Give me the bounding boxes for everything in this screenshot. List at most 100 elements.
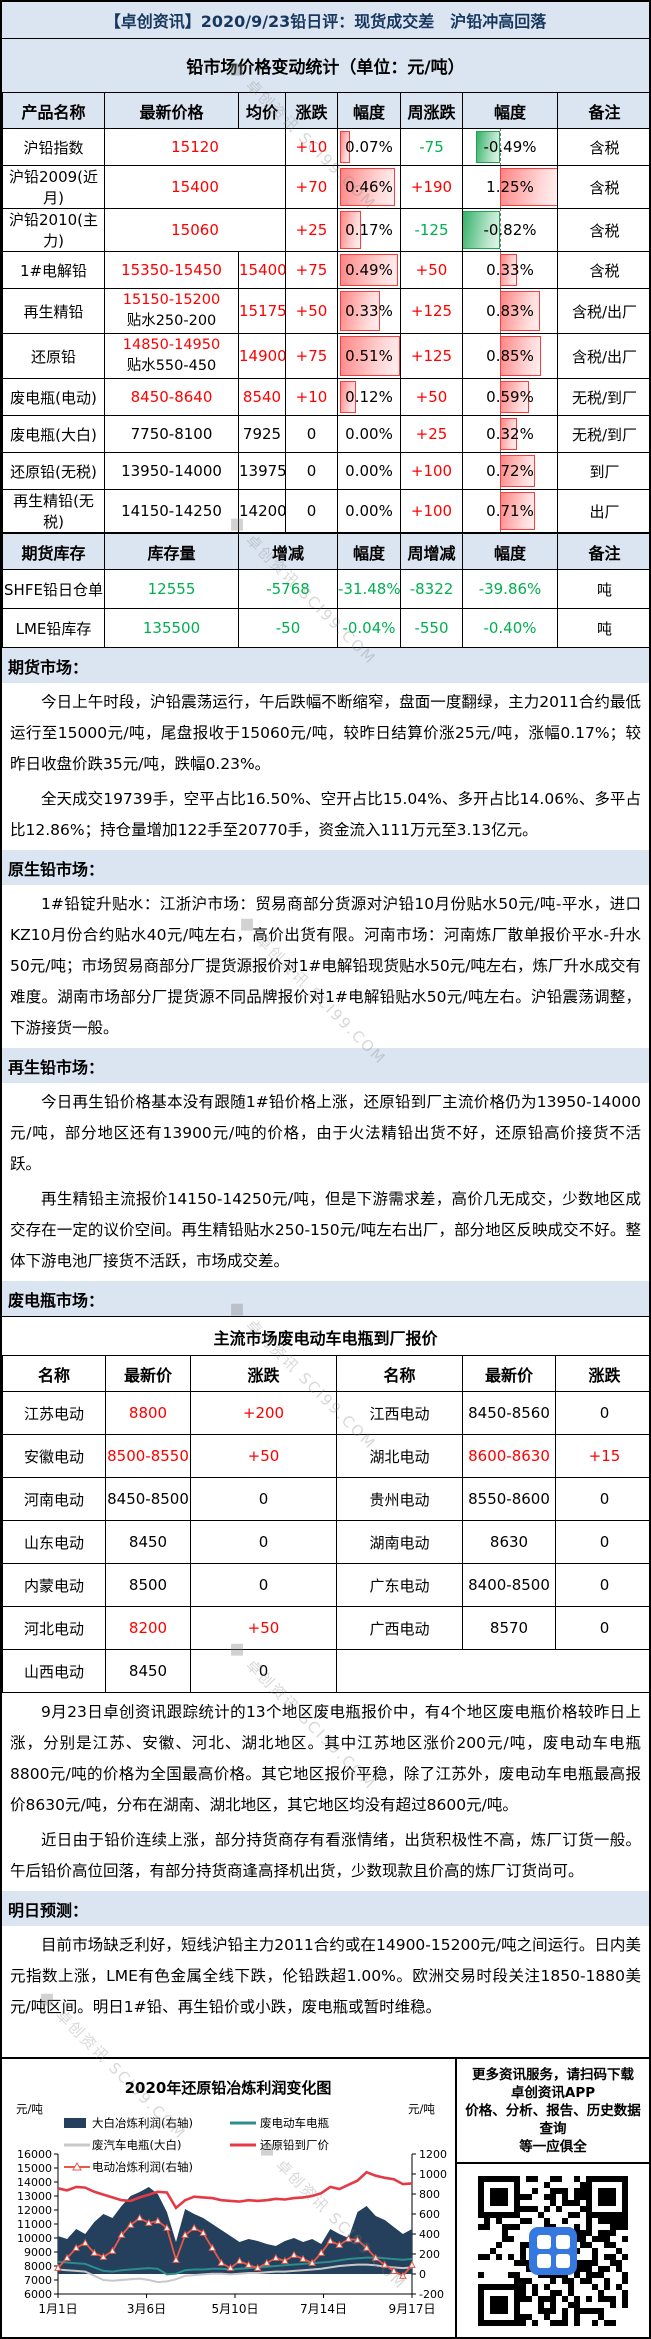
svg-text:废汽车电瓶(大白): 废汽车电瓶(大白) xyxy=(92,2138,181,2152)
battery-table-title: 主流市场废电动车电瓶到厂报价 xyxy=(2,1316,649,1355)
week-change-cell: -125 xyxy=(401,209,463,252)
battery-paragraph-2: 近日由于铅价连续上涨，部分持货商存有看涨情绪，出货积极性不高，炼厂订货一般。午后… xyxy=(2,1825,649,1887)
change-cell: 0 xyxy=(286,453,338,490)
svg-text:元/吨: 元/吨 xyxy=(408,2102,435,2116)
battery-cell: 8550-8600 xyxy=(463,1478,556,1521)
battery-cell: 0 xyxy=(556,1607,651,1650)
svg-text:600: 600 xyxy=(419,2208,440,2221)
week-change-cell: +50 xyxy=(401,379,463,416)
unit-cell: 吨 xyxy=(558,609,651,648)
battery-cell: 山东电动 xyxy=(3,1521,106,1564)
week-change-cell: +190 xyxy=(401,166,463,209)
recycled-paragraph-1: 今日再生铅价格基本没有跟随1#铅价格上涨，还原铅到厂主流价格仍为13950-14… xyxy=(2,1087,649,1180)
column-header: 期货库存 xyxy=(3,534,105,570)
battery-cell: 8400-8500 xyxy=(463,1564,556,1607)
change-pct-cell: 0.00% xyxy=(338,490,401,533)
week-change-cell: +125 xyxy=(401,334,463,379)
battery-cell: 江西电动 xyxy=(337,1392,463,1435)
column-header: 最新价 xyxy=(106,1356,191,1392)
svg-text:1200: 1200 xyxy=(419,2148,447,2161)
week-change-cell: +100 xyxy=(401,453,463,490)
battery-cell: 8600-8630 xyxy=(463,1435,556,1478)
inventory-name-cell: SHFE铅日仓单 xyxy=(3,570,105,609)
inventory-value-cell: -8322 xyxy=(401,570,463,609)
battery-cell: 8450 xyxy=(106,1521,191,1564)
week-change-pct-cell: 0.33% xyxy=(463,252,558,289)
column-header: 最新价 xyxy=(463,1356,556,1392)
profit-chart-svg: 2020年还原铅冶炼利润变化图元/吨元/吨大白冶炼利润(右轴)废电动车电瓶废汽车… xyxy=(2,2059,455,2335)
avg-price-cell: 14200 xyxy=(239,490,286,533)
avg-price-cell: 7925 xyxy=(239,416,286,453)
battery-cell: 河北电动 xyxy=(3,1607,106,1650)
battery-cell: +15 xyxy=(556,1435,651,1478)
battery-cell: 8450-8500 xyxy=(106,1478,191,1521)
svg-text:电动冶炼利润(右轴): 电动冶炼利润(右轴) xyxy=(92,2160,193,2174)
note-cell: 含税 xyxy=(558,129,651,166)
column-header: 幅度 xyxy=(338,534,401,570)
battery-cell: +50 xyxy=(191,1435,337,1478)
change-pct-cell: 0.51% xyxy=(338,334,401,379)
battery-cell: 0 xyxy=(556,1478,651,1521)
svg-text:11000: 11000 xyxy=(17,2218,52,2231)
svg-text:10000: 10000 xyxy=(17,2232,52,2245)
battery-cell: 0 xyxy=(556,1521,651,1564)
column-header: 涨跌 xyxy=(556,1356,651,1392)
price-table-subtitle: 铅市场价格变动统计（单位：元/吨） xyxy=(2,39,649,92)
week-change-pct-cell: 0.72% xyxy=(463,453,558,490)
battery-cell: 内蒙电动 xyxy=(3,1564,106,1607)
product-name-cell: 再生精铅(无税) xyxy=(3,490,105,533)
inventory-name-cell: LME铅库存 xyxy=(3,609,105,648)
week-change-pct-cell: 0.83% xyxy=(463,289,558,334)
column-header: 涨跌 xyxy=(286,93,338,129)
product-name-cell: 1#电解铅 xyxy=(3,252,105,289)
change-cell: +75 xyxy=(286,334,338,379)
price-table-header-row: 产品名称最新价格均价涨跌幅度周涨跌幅度备注 xyxy=(3,93,651,129)
inventory-value-cell: -5768 xyxy=(239,570,338,609)
battery-cell: 0 xyxy=(556,1564,651,1607)
week-change-pct-cell: 0.59% xyxy=(463,379,558,416)
battery-cell: 广东电动 xyxy=(337,1564,463,1607)
section-label-battery: 废电瓶市场： xyxy=(2,1281,649,1316)
svg-text:8000: 8000 xyxy=(24,2260,52,2273)
forecast-paragraph: 目前市场缺乏利好，短线沪铅主力2011合约或在14900-15200元/吨之间运… xyxy=(2,1930,649,2023)
svg-text:-200: -200 xyxy=(419,2288,444,2301)
avg-price-cell: 13975 xyxy=(239,453,286,490)
battery-cell: 0 xyxy=(191,1521,337,1564)
svg-text:15000: 15000 xyxy=(17,2162,52,2175)
latest-price-cell: 15400 xyxy=(105,166,286,209)
column-header: 均价 xyxy=(239,93,286,129)
change-pct-cell: 0.49% xyxy=(338,252,401,289)
note-cell: 无税/到厂 xyxy=(558,416,651,453)
svg-text:800: 800 xyxy=(419,2188,440,2201)
column-header: 涨跌 xyxy=(191,1356,337,1392)
svg-text:3月6日: 3月6日 xyxy=(127,2302,166,2316)
svg-text:16000: 16000 xyxy=(17,2148,52,2161)
inventory-value-cell: -31.48% xyxy=(338,570,401,609)
change-cell: +10 xyxy=(286,129,338,166)
change-pct-cell: 0.17% xyxy=(338,209,401,252)
product-name-cell: 废电瓶(电动) xyxy=(3,379,105,416)
battery-cell: 河南电动 xyxy=(3,1478,106,1521)
note-cell: 到厂 xyxy=(558,453,651,490)
svg-text:7月14日: 7月14日 xyxy=(300,2302,347,2316)
futures-paragraph-1: 今日上午时段，沪铅震荡运行，午后跌幅不断缩窄，盘面一度翻绿，主力2011合约最低… xyxy=(2,687,649,780)
latest-price-cell: 15350-15450 xyxy=(105,252,239,289)
inventory-value-cell: -39.86% xyxy=(463,570,558,609)
recycled-paragraph-2: 再生精铅主流报价14150-14250元/吨，但是下游需求差，高价几无成交，少数… xyxy=(2,1184,649,1277)
note-cell: 含税 xyxy=(558,166,651,209)
svg-text:5月10日: 5月10日 xyxy=(212,2302,259,2316)
note-cell: 含税 xyxy=(558,209,651,252)
section-label-recycled: 再生铅市场： xyxy=(2,1048,649,1083)
